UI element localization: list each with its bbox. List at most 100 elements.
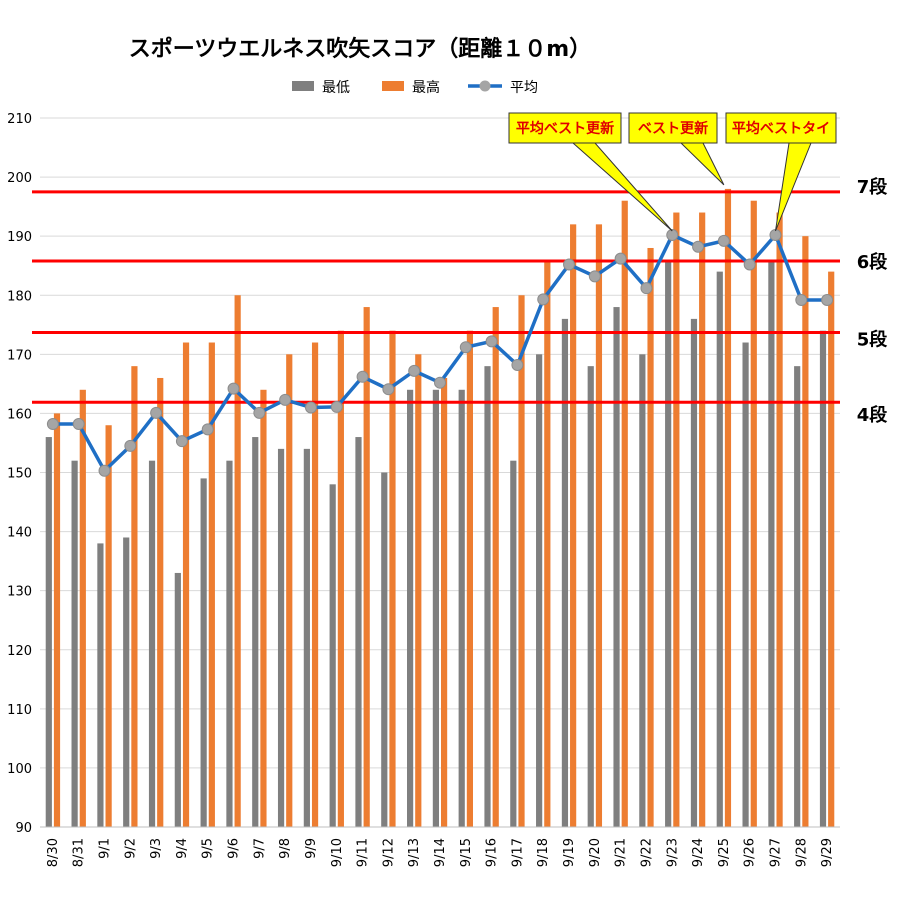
bar-max [260,389,267,827]
average-point [821,293,834,306]
bar-min [819,330,827,827]
bar-min [768,259,775,827]
y-tick-label: 200 [7,171,32,186]
callout-pointer [679,142,725,186]
average-point [227,382,240,395]
average-point [46,418,59,431]
average-point [537,293,550,306]
legend: 最低 最高 平均 [292,79,538,96]
average-point [485,335,498,348]
bars [45,188,835,828]
bar-max [750,200,757,827]
x-tick-label: 9/16 [485,838,500,867]
x-tick-label: 9/19 [562,838,577,867]
legend-label: 最低 [322,80,350,96]
average-point [666,228,679,241]
average-point [614,252,627,265]
x-tick-label: 9/13 [407,838,422,867]
bar-max [828,271,835,827]
bar-max [441,377,448,827]
average-point [588,270,601,283]
threshold-lines: 7段 6段 5段 4段 [32,176,888,426]
callout-box [628,112,718,144]
x-tick-label: 9/4 [175,838,190,859]
bar-max [518,295,525,827]
average-point [717,234,730,247]
bar-min [510,460,517,827]
average-point [692,240,705,253]
bar-min [432,389,439,827]
x-tick-label: 9/22 [639,838,654,867]
x-tick-label: 9/1 [98,838,113,859]
x-tick-label: 9/26 [743,838,758,867]
average-point [356,370,369,383]
bar-max [311,342,319,827]
y-tick-label: 110 [7,703,32,718]
bar-min [716,271,723,827]
x-tick-label: 9/8 [278,838,293,859]
x-tick-label: 9/27 [768,838,783,867]
average-point [640,282,653,295]
y-tick-label: 120 [7,644,32,659]
bar-min [381,472,388,827]
bar-max [53,413,61,827]
x-tick-label: 9/11 [356,838,371,867]
x-tick-label: 9/20 [588,838,603,867]
x-tick-label: 9/10 [330,838,345,867]
bar-max [595,224,603,828]
x-tick-label: 9/24 [691,838,706,867]
callout-text: ベスト更新 [638,120,708,137]
bar-min [458,389,465,827]
bar-min [71,460,78,827]
bar-max [182,342,190,827]
bar-max [621,200,628,827]
average-point [98,464,111,477]
bar-min [226,460,233,827]
average-point [175,435,188,448]
bar-max [673,212,680,828]
x-tick-label: 9/14 [433,838,448,867]
bar-min [536,354,543,827]
average-point [201,423,214,436]
bar-min [329,484,336,827]
bar-min [252,437,259,827]
average-point [253,406,266,419]
callout-text: 平均ベスト更新 [516,120,614,137]
x-tick-label: 9/25 [717,838,732,867]
bar-max [234,295,241,827]
average-point [124,439,137,452]
bar-max [466,330,473,827]
x-tick-label: 9/21 [614,838,629,867]
y-tick-label: 190 [7,230,32,245]
bar-min [174,572,181,827]
x-tick-label: 9/29 [820,838,835,867]
bar-min [277,448,285,827]
bar-max [724,188,732,827]
bar-max [286,354,293,827]
bar-min [200,478,207,827]
callout-text: 平均ベストタイ [732,120,830,137]
x-tick-label: 9/15 [459,838,474,867]
threshold-label: 4段 [857,404,889,426]
x-tick-label: 9/6 [227,838,242,859]
average-point [743,258,756,271]
average-point [459,341,472,354]
bar-max [208,342,215,827]
x-tick-label: 9/9 [304,838,319,859]
callout-box [508,112,622,144]
bar-max [647,247,654,827]
callout-pointer [774,142,812,232]
x-tick-label: 9/18 [536,838,551,867]
legend-label: 最高 [412,79,440,96]
x-tick-label: 8/30 [46,838,61,867]
legend-swatch [292,81,314,91]
average-series-line [52,233,828,473]
y-tick-label: 140 [7,526,32,541]
average-point [408,364,421,377]
x-tick-label: 9/23 [665,838,680,867]
average-line [46,228,834,477]
threshold-label: 6段 [857,251,889,273]
bar-max [157,377,164,827]
x-tick-label: 9/12 [381,838,396,867]
